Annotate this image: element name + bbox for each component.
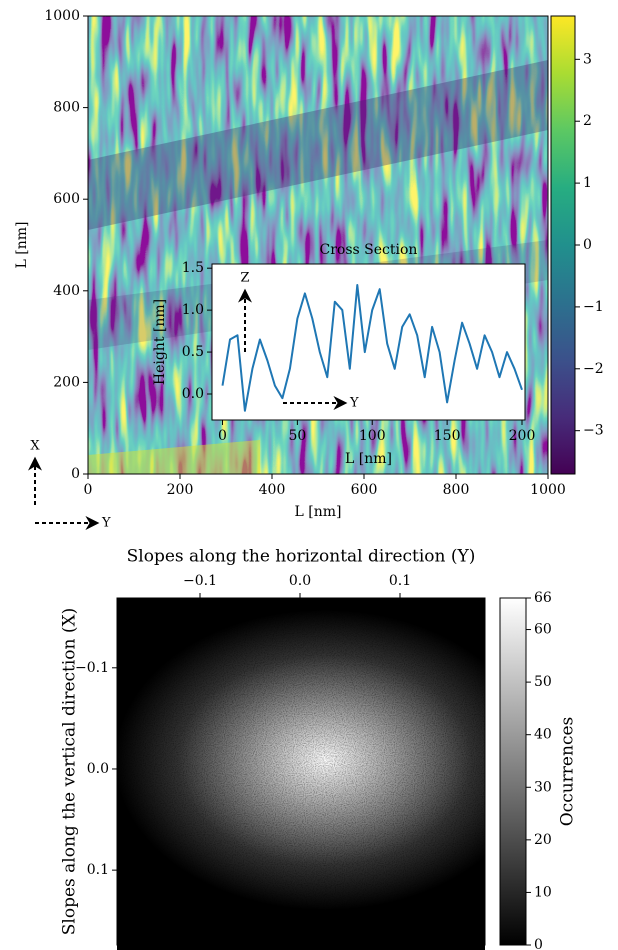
x-tick-label: 800 <box>443 482 470 498</box>
x-axis-label: L [nm] <box>295 504 342 520</box>
colorbar-label: Occurrences <box>558 717 578 827</box>
x-tick-label: 100 <box>359 428 386 444</box>
axes-frame <box>211 263 526 421</box>
axes-frame <box>116 597 486 946</box>
x-tick-label: 400 <box>259 482 286 498</box>
chart-title: Cross Section <box>320 242 418 258</box>
y-axis-label: Height [nm] <box>152 299 168 385</box>
bright-band <box>88 440 260 474</box>
slope-image <box>117 598 485 950</box>
colorbar <box>550 15 576 475</box>
colorbar-tick-label: −1 <box>583 299 604 315</box>
y-tick-label: 600 <box>53 191 80 207</box>
y-axis-label: Slopes along the vertical direction (X) <box>60 608 80 935</box>
axis-arrow-label: Z <box>240 271 249 286</box>
colorbar-tick-label: 2 <box>583 113 592 129</box>
dark-band <box>88 60 548 230</box>
y-tick-label: 1.0 <box>182 302 204 318</box>
x-tick-label: 0.1 <box>389 573 411 589</box>
colorbar-tick-label: 20 <box>534 832 552 848</box>
y-tick-label: 0.0 <box>182 386 204 402</box>
x-axis-label: L [nm] <box>345 451 392 467</box>
y-tick-label: 0.1 <box>87 862 109 878</box>
colorbar-tick-label: 40 <box>534 727 552 743</box>
x-tick-label: 0 <box>84 482 93 498</box>
colorbar-tick-label: 0 <box>583 237 592 253</box>
inset-background <box>212 264 525 420</box>
x-tick-label: 200 <box>167 482 194 498</box>
x-tick-label: 150 <box>434 428 461 444</box>
axis-arrow-label: Y <box>101 516 111 531</box>
colorbar-tick-label: 50 <box>534 674 552 690</box>
colorbar-tick-label: 3 <box>583 51 592 67</box>
x-tick-label: 1000 <box>530 482 566 498</box>
x-tick-label: 50 <box>288 428 306 444</box>
y-tick-label: 800 <box>53 100 80 116</box>
colorbar-tick-label: 1 <box>583 175 592 191</box>
y-tick-label: 1000 <box>44 8 80 24</box>
y-axis-label: L [nm] <box>14 222 30 269</box>
axis-arrow-label: X <box>30 439 40 454</box>
colorbar-tick-label: 30 <box>534 779 552 795</box>
x-tick-label: 200 <box>509 428 536 444</box>
x-tick-label: 0.0 <box>289 573 311 589</box>
slope-density <box>117 598 485 950</box>
x-tick-label: 600 <box>351 482 378 498</box>
y-tick-label: 0.5 <box>182 344 204 360</box>
x-tick-label: 0 <box>218 428 227 444</box>
axis-arrow-label: Y <box>349 396 359 411</box>
line-series <box>221 284 523 412</box>
colorbar-tick-label: 66 <box>534 590 552 606</box>
axes-frame <box>87 15 549 475</box>
colorbar-tick-label: −3 <box>583 423 604 439</box>
y-tick-label: 0 <box>71 466 80 482</box>
x-tick-label: −0.1 <box>183 573 217 589</box>
y-tick-label: 200 <box>53 374 80 390</box>
y-tick-label: 400 <box>53 283 80 299</box>
colorbar-tick-label: −2 <box>583 361 604 377</box>
colorbar-tick-label: 10 <box>534 884 552 900</box>
plot-layer: 0 200 400 600 800 100002004006008001000−3−2−1… <box>14 8 604 950</box>
y-tick-label: 1.5 <box>182 260 204 276</box>
colorbar-tick-label: 0 <box>534 937 543 950</box>
y-tick-label: −0.1 <box>75 660 109 676</box>
colorbar <box>499 597 527 946</box>
colorbar-tick-label: 60 <box>534 622 552 638</box>
chart-title: Slopes along the horizontal direction (Y… <box>127 547 476 567</box>
y-tick-label: 0.0 <box>87 761 109 777</box>
